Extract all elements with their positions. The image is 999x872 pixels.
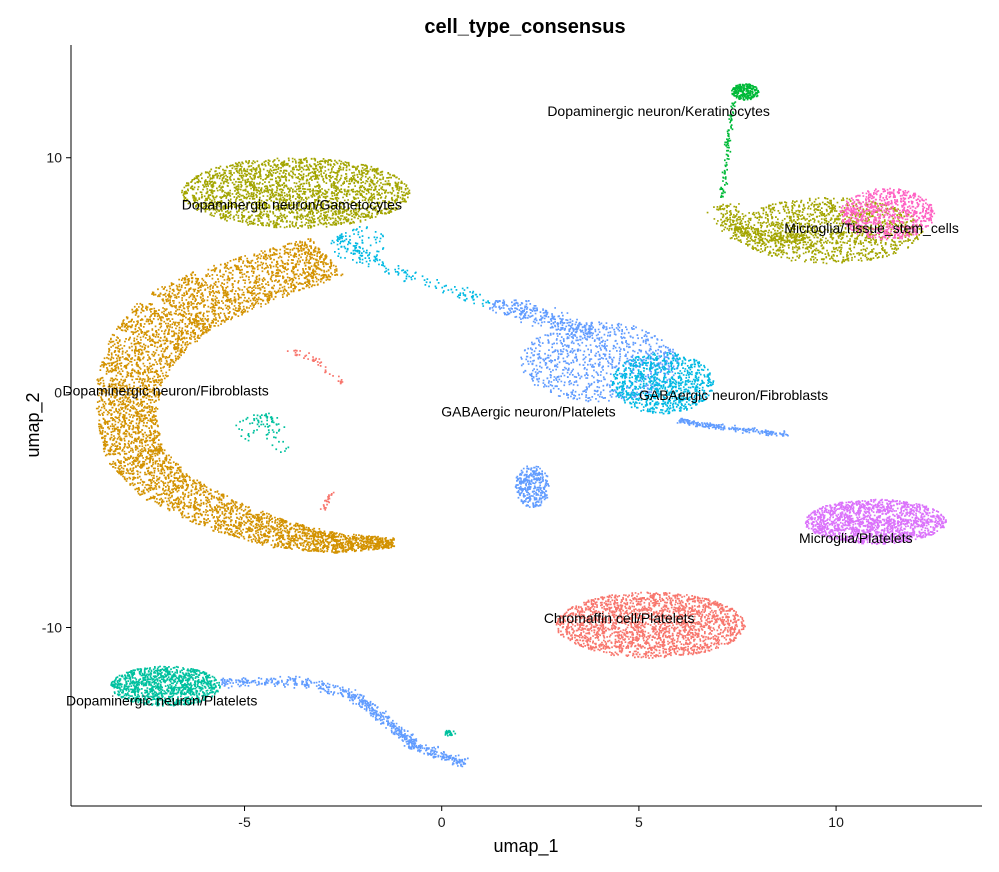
scatter-points-4 bbox=[839, 187, 936, 241]
scatter-points-22 bbox=[444, 729, 457, 737]
point-group-blue bbox=[489, 299, 600, 345]
point-group-blue bbox=[520, 321, 679, 403]
scatter-points-11 bbox=[611, 352, 715, 415]
point-group-olive bbox=[733, 197, 924, 265]
scatter-points-14 bbox=[731, 83, 760, 101]
point-group-red bbox=[555, 591, 746, 659]
x-axis-title: umap_1 bbox=[493, 836, 558, 857]
scatter-points-15 bbox=[719, 101, 737, 198]
cluster-label: Dopaminergic neuron/Gametocytes bbox=[182, 197, 402, 213]
point-group-cyan bbox=[611, 352, 715, 415]
point-group-blue bbox=[514, 465, 550, 508]
scatter-points-8 bbox=[520, 321, 679, 403]
scatter-points-0 bbox=[95, 238, 396, 554]
point-group-cyan bbox=[336, 233, 491, 307]
y-tick-label: 10 bbox=[46, 150, 62, 166]
scatter-points-5 bbox=[804, 498, 947, 545]
scatter-points-6 bbox=[555, 591, 746, 659]
scatter-points-18 bbox=[257, 412, 290, 453]
point-group-teal bbox=[235, 414, 275, 442]
point-group-red bbox=[286, 349, 344, 385]
cluster-label: Chromaffin cell/Platelets bbox=[544, 610, 695, 626]
scatter-points-3 bbox=[706, 203, 806, 249]
cluster-label: Microglia/Tissue_stem_cells bbox=[784, 220, 959, 236]
point-group-red bbox=[319, 491, 335, 511]
y-axis-title: umap_2 bbox=[23, 392, 44, 457]
scatter-points-13 bbox=[330, 226, 385, 264]
point-group-olive bbox=[706, 203, 806, 249]
y-tick-label: -10 bbox=[42, 619, 62, 635]
cluster-label: Microglia/Platelets bbox=[799, 530, 913, 546]
point-group-cyan bbox=[330, 226, 385, 264]
x-tick-label: -5 bbox=[238, 814, 251, 830]
point-group-olive bbox=[181, 157, 411, 229]
chart-title: cell_type_consensus bbox=[424, 16, 625, 38]
cluster-label: GABAergic neuron/Fibroblasts bbox=[639, 387, 828, 403]
point-group-green bbox=[719, 101, 737, 198]
cluster-label: GABAergic neuron/Platelets bbox=[441, 403, 615, 419]
axis-ticks: -5 0 5 10 -10 0 10 bbox=[42, 150, 844, 830]
point-group-teal bbox=[444, 729, 457, 737]
scatter-points-1 bbox=[181, 157, 411, 229]
point-group-blue bbox=[220, 675, 469, 768]
scatter-points-16 bbox=[110, 665, 221, 707]
point-group-gold bbox=[95, 238, 396, 554]
y-tick-label: 0 bbox=[54, 385, 62, 401]
scatter-points-10 bbox=[676, 417, 789, 437]
cluster-labels: Dopaminergic neuron/Gametocytes Dopaminer… bbox=[63, 103, 959, 709]
point-group-magenta bbox=[839, 187, 936, 241]
scatter-points-21 bbox=[319, 491, 335, 511]
point-group-violet bbox=[804, 498, 947, 545]
x-tick-label: 0 bbox=[438, 814, 446, 830]
point-group-teal bbox=[257, 412, 290, 453]
scatter-points-20 bbox=[286, 349, 344, 385]
point-group-blue bbox=[676, 417, 789, 437]
point-group-teal bbox=[110, 665, 221, 707]
point-group-green bbox=[731, 83, 760, 101]
points-layer bbox=[95, 83, 947, 768]
scatter-points-2 bbox=[733, 197, 924, 265]
scatter-points-9 bbox=[489, 299, 600, 345]
cluster-label: Dopaminergic neuron/Fibroblasts bbox=[63, 382, 269, 398]
scatter-points-7 bbox=[514, 465, 550, 508]
x-tick-label: 10 bbox=[828, 814, 844, 830]
scatter-points-12 bbox=[336, 233, 491, 307]
scatter-points-17 bbox=[220, 675, 469, 768]
cluster-label: Dopaminergic neuron/Platelets bbox=[66, 692, 257, 708]
x-tick-label: 5 bbox=[635, 814, 643, 830]
cluster-label: Dopaminergic neuron/Keratinocytes bbox=[547, 103, 770, 119]
scatter-points-19 bbox=[235, 414, 275, 442]
